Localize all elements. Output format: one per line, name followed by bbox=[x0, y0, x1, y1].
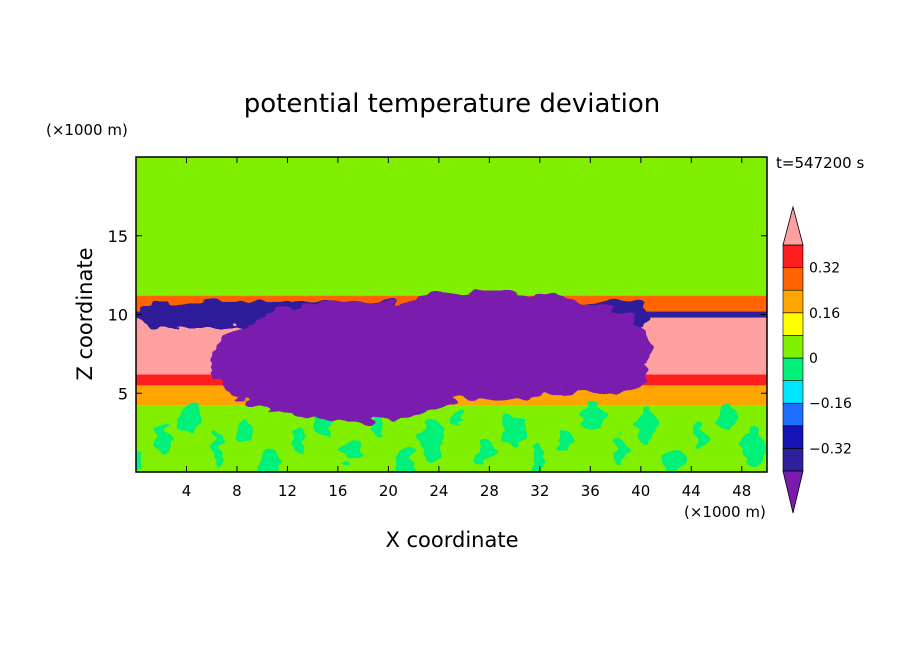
colorbar-segment bbox=[782, 448, 804, 472]
texture-streak bbox=[613, 433, 626, 466]
texture-streak bbox=[152, 246, 213, 261]
texture-streak bbox=[637, 408, 656, 447]
chart-title: potential temperature deviation bbox=[244, 89, 660, 119]
x-tick-label: 24 bbox=[429, 482, 448, 500]
texture-streak bbox=[210, 432, 223, 471]
texture-streak bbox=[136, 452, 142, 472]
texture-streak bbox=[153, 427, 172, 454]
texture-streak bbox=[378, 216, 455, 227]
colorbar-tick-label: 0 bbox=[809, 351, 818, 367]
cold-anomaly bbox=[142, 292, 654, 422]
colorbar-segment bbox=[782, 244, 804, 268]
colorbar-extend-top bbox=[782, 205, 804, 246]
x-tick-label: 44 bbox=[682, 482, 701, 500]
x-tick-label: 36 bbox=[581, 482, 600, 500]
y-unit-label: (×1000 m) bbox=[46, 121, 128, 139]
y-tick-label: 15 bbox=[108, 227, 128, 246]
x-unit-label: (×1000 m) bbox=[684, 503, 766, 521]
texture-streak bbox=[500, 412, 525, 445]
texture-streak bbox=[452, 407, 465, 428]
texture-streak bbox=[419, 420, 444, 459]
colorbar-segment bbox=[782, 380, 804, 404]
texture-streak bbox=[580, 404, 605, 431]
texture-streak bbox=[694, 424, 707, 451]
texture-streak bbox=[177, 403, 202, 436]
texture-streak bbox=[742, 429, 767, 468]
x-tick-label: 8 bbox=[232, 482, 242, 500]
x-tick-label: 40 bbox=[631, 482, 650, 500]
texture-streak bbox=[713, 241, 767, 256]
colorbar-segment bbox=[782, 289, 804, 314]
y-axis-label: Z coordinate bbox=[73, 247, 97, 380]
colorbar-segment bbox=[782, 425, 804, 449]
texture-streak bbox=[258, 448, 283, 472]
texture-streak bbox=[416, 184, 509, 199]
texture-streak bbox=[533, 441, 546, 472]
texture-streak bbox=[564, 213, 641, 227]
y-tick-label: 10 bbox=[108, 306, 128, 325]
x-tick-label: 12 bbox=[278, 482, 297, 500]
upper-texture bbox=[136, 181, 767, 289]
texture-streak bbox=[557, 428, 576, 449]
x-tick-label: 48 bbox=[732, 482, 751, 500]
contour-field bbox=[136, 157, 767, 472]
colorbar-tick-label: 0.32 bbox=[809, 261, 840, 277]
colorbar-segment bbox=[782, 312, 804, 336]
anomaly-tail bbox=[558, 347, 648, 395]
colorbar-segment bbox=[782, 335, 804, 359]
texture-streak bbox=[674, 273, 719, 284]
texture-streak bbox=[395, 444, 414, 472]
colorbar-tick-label: −0.32 bbox=[809, 441, 852, 457]
texture-streak bbox=[339, 242, 400, 261]
time-label: t=547200 s bbox=[776, 154, 864, 172]
texture-streak bbox=[300, 274, 345, 289]
colorbar-tick-label: 0.16 bbox=[809, 306, 840, 322]
colorbar-segment bbox=[782, 357, 804, 381]
texture-streak bbox=[603, 181, 696, 200]
texture-streak bbox=[136, 278, 158, 288]
colorbar-segment bbox=[782, 402, 804, 427]
colorbar-tick-label: −0.16 bbox=[809, 396, 852, 412]
colorbar-extend-bottom bbox=[782, 470, 804, 514]
colorbar-segment bbox=[782, 267, 804, 291]
texture-streak bbox=[371, 416, 384, 443]
texture-streak bbox=[234, 419, 253, 440]
x-tick-label: 20 bbox=[379, 482, 398, 500]
field-band-0 bbox=[136, 462, 767, 472]
texture-streak bbox=[339, 440, 364, 461]
lower-texture bbox=[136, 399, 767, 472]
x-tick-label: 32 bbox=[530, 482, 549, 500]
colorbar: 0.32 0.16 0 −0.16 −0.32 bbox=[782, 205, 852, 514]
x-axis-ticks: 4 8 12 16 20 24 28 32 36 40 44 48 bbox=[182, 157, 751, 500]
texture-streak bbox=[526, 244, 587, 255]
texture-streak bbox=[661, 449, 686, 470]
texture-streak bbox=[718, 400, 737, 433]
texture-streak bbox=[191, 214, 268, 233]
texture-streak bbox=[476, 436, 495, 463]
y-axis-ticks: 5 10 15 bbox=[108, 227, 767, 403]
x-axis-label: X coordinate bbox=[385, 528, 518, 552]
texture-streak bbox=[230, 188, 323, 199]
texture-streak bbox=[487, 270, 532, 289]
y-tick-label: 5 bbox=[118, 384, 128, 403]
x-tick-label: 4 bbox=[182, 482, 192, 500]
x-tick-label: 16 bbox=[328, 482, 347, 500]
texture-streak bbox=[291, 424, 304, 457]
x-tick-label: 28 bbox=[480, 482, 499, 500]
